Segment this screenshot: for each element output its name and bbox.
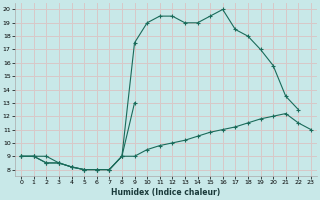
X-axis label: Humidex (Indice chaleur): Humidex (Indice chaleur) <box>111 188 221 197</box>
